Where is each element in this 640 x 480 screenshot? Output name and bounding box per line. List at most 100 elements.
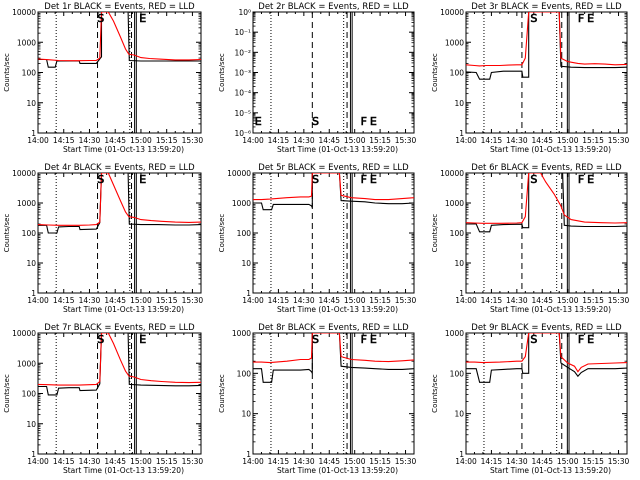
y-axis-label: Counts/sec xyxy=(431,214,439,253)
detector-panel: Det 1r BLACK = Events, RED = LLD 14:00 14:… xyxy=(3,2,203,154)
marker-letter: S xyxy=(312,173,319,186)
x-axis-label: Start Time (01-Oct-13 13:59:20) xyxy=(277,305,398,314)
x-tick-label: 14:15 xyxy=(481,296,503,305)
x-tick-label: 14:45 xyxy=(318,136,340,145)
y-tick-label: 1000 xyxy=(17,359,36,368)
marker-letter: E xyxy=(139,12,146,25)
x-tick-label: 15:15 xyxy=(369,136,391,145)
marker-letter: F xyxy=(578,12,584,25)
x-tick-label: 14:30 xyxy=(79,136,101,145)
y-tick-label: 10⁻² xyxy=(234,48,251,57)
marker-letter: E xyxy=(139,333,146,346)
x-axis-label: Start Time (01-Oct-13 13:59:20) xyxy=(277,466,398,475)
x-tick-label: 15:00 xyxy=(130,457,152,466)
y-axis-label: Counts/sec xyxy=(3,214,11,253)
marker-letter: F xyxy=(361,173,367,186)
marker-letter: E xyxy=(255,115,262,128)
y-tick-label: 1000 xyxy=(445,38,464,47)
x-tick-label: 14:45 xyxy=(531,457,553,466)
x-tick-label: 14:15 xyxy=(53,457,75,466)
events-line xyxy=(466,173,627,233)
y-tick-label: 1 xyxy=(246,450,251,459)
x-tick-label: 14:45 xyxy=(318,296,340,305)
y-tick-label: 1000 xyxy=(17,38,36,47)
x-tick-label: 14:45 xyxy=(318,457,340,466)
y-tick-label: 10000 xyxy=(227,169,251,178)
events-line xyxy=(466,333,627,383)
x-axis-label: Start Time (01-Oct-13 13:59:20) xyxy=(63,466,184,475)
lld-line xyxy=(38,12,201,62)
events-line xyxy=(466,12,627,80)
x-tick-label: 14:00 xyxy=(27,457,49,466)
x-tick-label: 15:15 xyxy=(369,296,391,305)
x-tick-label: 15:00 xyxy=(130,136,152,145)
events-line xyxy=(253,173,414,211)
panel-title: Det 1r BLACK = Events, RED = LLD xyxy=(44,2,195,12)
y-tick-label: 10⁻³ xyxy=(234,69,251,78)
y-tick-label: 10000 xyxy=(440,8,464,17)
x-tick-label: 14:00 xyxy=(242,457,264,466)
y-tick-label: 10⁻¹ xyxy=(234,28,251,37)
panel-title: Det 9r BLACK = Events, RED = LLD xyxy=(471,323,622,333)
x-tick-label: 15:30 xyxy=(608,136,630,145)
series-group xyxy=(466,173,627,233)
x-tick-label: 15:15 xyxy=(156,136,178,145)
x-tick-label: 15:00 xyxy=(344,136,366,145)
detector-panel: Det 5r BLACK = Events, RED = LLD 14:00 14:… xyxy=(218,163,417,314)
x-tick-label: 14:30 xyxy=(506,457,528,466)
marker-letter: F xyxy=(361,115,367,128)
marker-letter: S xyxy=(530,173,537,186)
marker-letter: S xyxy=(97,333,104,346)
x-tick-label: 15:00 xyxy=(344,296,366,305)
y-tick-label: 10⁻⁴ xyxy=(234,89,251,98)
x-tick-label: 14:15 xyxy=(268,457,290,466)
detector-panel: Det 8r BLACK = Events, RED = LLD 14:00 14:… xyxy=(218,323,417,475)
x-tick-label: 15:15 xyxy=(582,136,604,145)
panel-title: Det 4r BLACK = Events, RED = LLD xyxy=(44,163,195,173)
x-tick-label: 14:45 xyxy=(104,457,126,466)
y-axis-label: Counts/sec xyxy=(218,214,226,253)
lld-line xyxy=(466,173,627,224)
x-tick-label: 14:00 xyxy=(242,296,264,305)
x-tick-label: 14:15 xyxy=(53,136,75,145)
x-tick-label: 15:30 xyxy=(395,136,417,145)
series-group xyxy=(253,333,414,383)
detector-panel: Det 2r BLACK = Events, RED = LLD 14:00 14:… xyxy=(218,2,417,154)
x-axis-label: Start Time (01-Oct-13 13:59:20) xyxy=(490,305,611,314)
lld-line xyxy=(466,12,627,67)
detector-panel: Det 3r BLACK = Events, RED = LLD 14:00 14:… xyxy=(431,2,630,154)
y-tick-label: 10 xyxy=(454,259,464,268)
x-axis-label: Start Time (01-Oct-13 13:59:20) xyxy=(277,145,398,154)
y-tick-label: 10 xyxy=(241,259,251,268)
y-tick-label: 10⁻⁶ xyxy=(234,129,251,138)
x-axis-label: Start Time (01-Oct-13 13:59:20) xyxy=(490,466,611,475)
x-tick-label: 14:45 xyxy=(104,296,126,305)
x-tick-label: 14:15 xyxy=(268,136,290,145)
series-group xyxy=(38,333,201,396)
y-tick-label: 1000 xyxy=(232,199,251,208)
panel-title: Det 8r BLACK = Events, RED = LLD xyxy=(258,323,409,333)
y-tick-label: 100 xyxy=(22,390,37,399)
marker-letter: E xyxy=(139,173,146,186)
x-tick-label: 14:30 xyxy=(293,296,315,305)
x-tick-label: 15:15 xyxy=(369,457,391,466)
marker-letter: E xyxy=(370,333,377,346)
lld-line xyxy=(466,333,627,373)
events-line xyxy=(253,333,414,383)
x-tick-label: 15:30 xyxy=(182,136,204,145)
x-axis-label: Start Time (01-Oct-13 13:59:20) xyxy=(63,145,184,154)
lld-line xyxy=(253,333,414,364)
y-tick-label: 1000 xyxy=(445,329,464,338)
x-tick-label: 15:15 xyxy=(156,457,178,466)
y-tick-label: 1 xyxy=(459,450,464,459)
y-tick-label: 10 xyxy=(454,99,464,108)
x-tick-label: 15:30 xyxy=(182,457,204,466)
panel-title: Det 2r BLACK = Events, RED = LLD xyxy=(258,2,409,12)
y-tick-label: 1 xyxy=(31,129,36,138)
events-line xyxy=(38,333,201,396)
events-line xyxy=(38,173,201,234)
x-tick-label: 14:45 xyxy=(531,296,553,305)
lld-line xyxy=(38,333,201,386)
